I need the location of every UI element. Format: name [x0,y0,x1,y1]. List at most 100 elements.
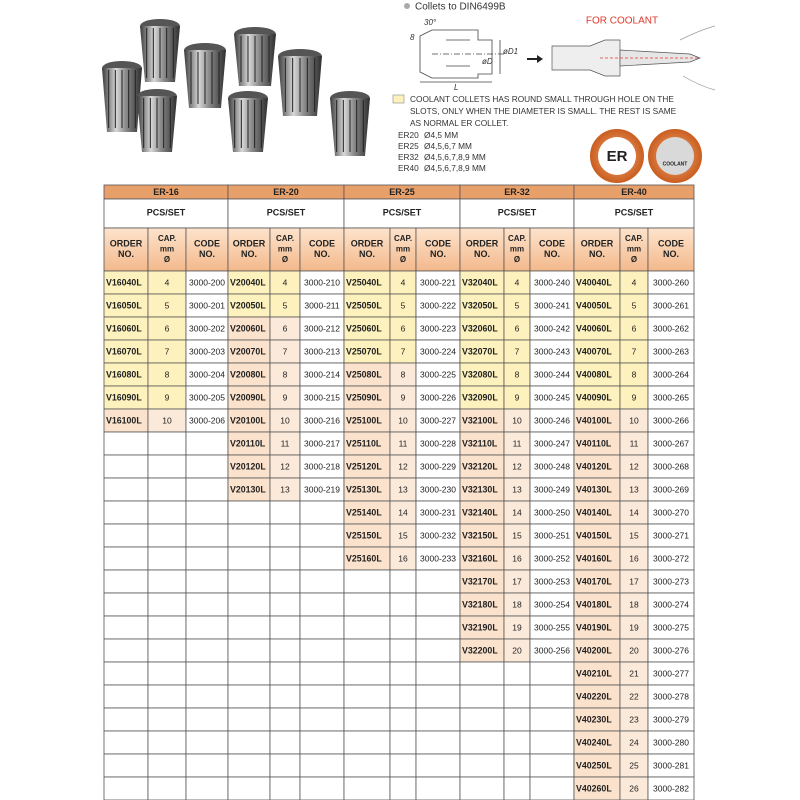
capacity: 26 [629,783,639,793]
capacity: 9 [165,392,170,402]
table-cell [103,500,149,525]
table-cell [299,592,345,617]
code-no: 3000-211 [304,300,340,310]
capacity: 7 [632,346,637,356]
capacity: 11 [630,438,639,448]
table-cell [299,684,345,709]
size-values: Ø4,5,6,7,8,9 MM [424,163,486,173]
table-cell [185,638,229,663]
capacity: 10 [512,415,522,425]
capacity: 9 [283,392,288,402]
order-no: V40060L [576,323,612,333]
table-cell [269,592,301,617]
code-no: 3000-226 [420,392,456,402]
order-no: V40130L [576,484,612,494]
order-no: V40140L [576,507,612,517]
legend-line: COOLANT COLLETS HAS ROUND SMALL THROUGH … [410,94,674,104]
table-cell [415,592,461,617]
code-no: 3000-252 [534,553,570,563]
code-no: 3000-273 [653,576,689,586]
table-cell [227,753,271,778]
table-cell [415,776,461,800]
table-cell [227,707,271,732]
order-no: V16070L [106,346,142,356]
table-cell [147,592,187,617]
table-cell [415,707,461,732]
column-header: Ø [514,255,520,264]
capacity: 13 [398,484,408,494]
table-cell [185,569,229,594]
table-cell [415,684,461,709]
table-cell [389,730,417,755]
code-no: 3000-222 [420,300,456,310]
table-cell [459,753,505,778]
order-no: V40240L [576,737,612,747]
collet-diagram [419,29,505,83]
code-no: 3000-206 [189,415,225,425]
code-no: 3000-277 [653,668,689,678]
table-cell [389,753,417,778]
table-cell [647,227,695,272]
table-cell [227,198,345,229]
table-cell [415,638,461,663]
order-no: V40120L [576,461,612,471]
table-cell [343,615,391,640]
size-values: Ø4,5 MM [424,130,458,140]
bullet-text: Collets to DIN6499B [415,2,506,13]
table-cell [147,638,187,663]
table-cell [269,730,301,755]
table-cell [269,753,301,778]
table-cell [415,569,461,594]
table-cell [227,592,271,617]
order-no: V32100L [462,415,498,425]
code-no: 3000-268 [653,461,689,471]
pcs-header: PCS/SET [267,207,306,217]
order-no: V40170L [576,576,612,586]
capacity: 17 [629,576,639,586]
column-header: CODE [425,239,451,249]
table-cell [459,776,505,800]
table-cell [343,753,391,778]
table-cell [299,776,345,800]
code-no: 3000-213 [304,346,340,356]
dim-label: øD1 [503,47,518,56]
table-cell [343,592,391,617]
table-cell [299,523,345,548]
capacity: 5 [401,300,406,310]
code-no: 3000-227 [420,415,456,425]
table-cell [415,753,461,778]
table-cell [415,730,461,755]
column-header: ORDER [581,239,614,249]
capacity: 7 [165,346,170,356]
order-no: V16100L [106,415,142,425]
column-header: mm [278,245,292,254]
column-header: ORDER [466,239,499,249]
order-no: V40070L [576,346,612,356]
column-header: CODE [539,239,565,249]
group-header: ER-40 [621,187,647,197]
pcs-header: PCS/SET [147,207,186,217]
code-no: 3000-225 [420,369,456,379]
table-cell [459,661,505,686]
capacity: 8 [632,369,637,379]
code-no: 3000-210 [304,277,340,287]
column-header: NO. [241,249,257,259]
capacity: 24 [629,737,639,747]
code-no: 3000-276 [653,645,689,655]
capacity: 6 [515,323,520,333]
capacity: 18 [512,599,522,609]
column-header: CAP. [394,234,412,243]
table-cell [185,431,229,456]
size-values: Ø4,5,6,7,8,9 MM [424,152,486,162]
code-no: 3000-203 [189,346,225,356]
table-cell [619,227,649,272]
table-cell [147,707,187,732]
table-cell [299,569,345,594]
column-header: NO. [663,249,679,259]
table-cell [343,569,391,594]
table-cell [389,638,417,663]
order-no: V32110L [462,438,498,448]
table-cell [147,730,187,755]
order-no: V32070L [462,346,498,356]
column-header: CAP. [508,234,526,243]
